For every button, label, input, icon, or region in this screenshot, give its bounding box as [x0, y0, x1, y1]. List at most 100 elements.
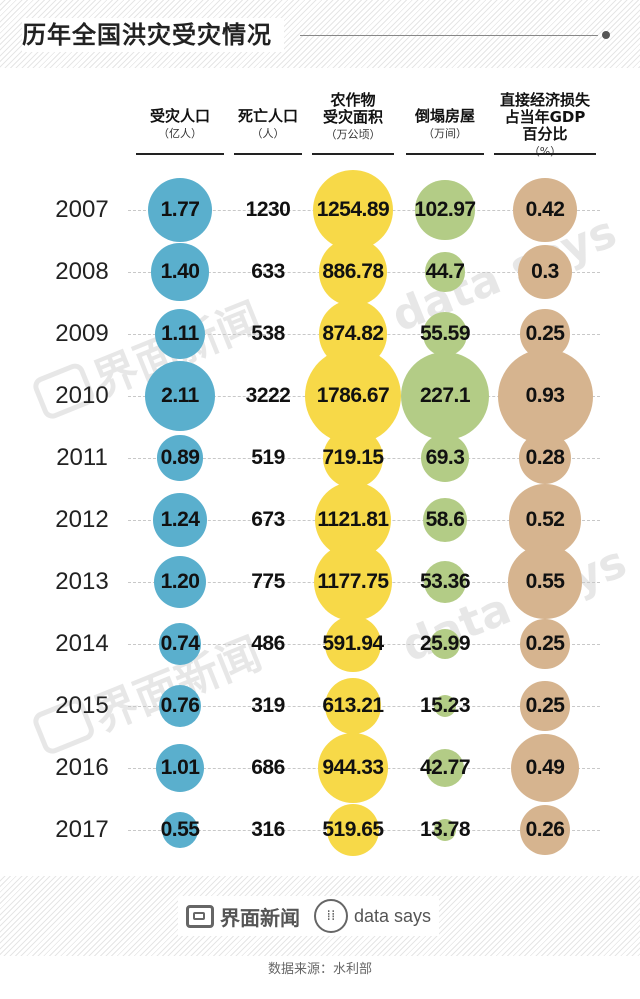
column-header-5: 直接经济损失 占当年GDP 百分比 （%） — [490, 92, 600, 160]
bubble-mark — [509, 484, 581, 556]
data-label: 102.97 — [414, 198, 476, 221]
bubble-mark — [422, 497, 468, 543]
page-title: 历年全国洪灾受灾情况 — [22, 18, 284, 52]
data-label: 44.7 — [425, 260, 465, 283]
data-label: 0.25 — [525, 322, 565, 345]
year-label: 2010 — [55, 382, 109, 409]
column-header-unit: （%） — [528, 145, 562, 158]
data-source: 数据来源：水利部 — [267, 962, 372, 977]
data-label: 1.40 — [160, 260, 200, 283]
bubble-mark — [157, 435, 203, 481]
bubble-mark — [508, 545, 582, 619]
bubble-mark — [319, 238, 387, 306]
bubble-mark — [324, 677, 382, 735]
data-label: 0.42 — [525, 198, 565, 221]
data-label: 3222 — [245, 384, 291, 407]
column-header-2: 死亡人口 （人） — [213, 108, 323, 142]
data-label: 13.78 — [419, 818, 471, 841]
brand-logo-icon — [186, 904, 214, 928]
column-header-3: 农作物 受灾面积 （万公顷） — [298, 92, 408, 143]
data-label: 519 — [251, 446, 285, 469]
bubble-mark — [415, 180, 475, 240]
bubble-mark — [433, 694, 457, 718]
data-label: 58.6 — [425, 508, 465, 531]
column-header-name: 直接经济损失 占当年GDP 百分比 — [499, 91, 590, 143]
bubble-mark — [401, 352, 489, 440]
column-header-name: 倒塌房屋 — [414, 107, 475, 125]
year-label: 2007 — [55, 196, 109, 223]
bubble-mark — [425, 252, 465, 292]
data-label: 0.76 — [160, 694, 200, 717]
data-label: 1.11 — [161, 322, 199, 345]
bubble-mark — [312, 169, 394, 251]
data-label: 519.65 — [322, 818, 384, 841]
data-label: 0.49 — [525, 756, 565, 779]
year-label: 2009 — [55, 320, 109, 347]
data-label: 486 — [251, 632, 285, 655]
bubble-mark — [497, 348, 593, 444]
column-header-rule — [312, 153, 394, 155]
bubble-mark — [322, 427, 384, 489]
year-label: 2013 — [55, 568, 109, 595]
data-label: 1.24 — [160, 508, 200, 531]
bubble-mark — [518, 245, 572, 299]
data-label: 69.3 — [425, 446, 465, 469]
bubble-mark — [520, 681, 570, 731]
column-header-4: 倒塌房屋 （万间） — [390, 108, 500, 142]
data-label: 15.23 — [419, 694, 471, 717]
data-label: 775 — [251, 570, 285, 593]
data-label: 55.59 — [419, 322, 471, 345]
data-label: 0.25 — [525, 632, 565, 655]
data-label: 1.77 — [160, 198, 200, 221]
data-label: 633 — [251, 260, 285, 283]
bubble-mark — [153, 555, 207, 609]
data-label: 1121.81 — [317, 508, 389, 531]
bubble-mark — [151, 243, 209, 301]
data-label: 1177.75 — [317, 570, 389, 593]
bubble-mark — [145, 361, 215, 431]
data-label: 538 — [251, 322, 285, 345]
column-header-unit: （人） — [251, 127, 285, 140]
data-label: 1.20 — [160, 570, 200, 593]
bubble-mark — [510, 733, 580, 803]
bubble-mark — [158, 684, 201, 727]
column-header-rule — [494, 153, 596, 155]
data-label: 0.93 — [525, 384, 565, 407]
data-label: 0.3 — [531, 260, 559, 283]
title-rule — [300, 35, 598, 36]
data-label: 1254.89 — [316, 198, 390, 221]
data-label: 0.74 — [160, 632, 200, 655]
data-label: 227.1 — [419, 384, 471, 407]
data-label: 316 — [251, 818, 285, 841]
bubble-mark — [430, 629, 460, 659]
bubble-mark — [423, 312, 467, 356]
data-label: 0.55 — [160, 818, 200, 841]
bubble-mark — [434, 819, 456, 841]
data-label: 1786.67 — [316, 384, 390, 407]
data-label: 0.89 — [160, 446, 200, 469]
year-label: 2016 — [55, 754, 109, 781]
footer-brand: 界面新闻 ⁞⁞ data says — [178, 896, 440, 936]
data-label: 874.82 — [322, 322, 384, 345]
data-label: 2.11 — [161, 384, 199, 407]
bubble-mark — [519, 804, 571, 856]
column-header-name: 农作物 受灾面积 — [322, 91, 383, 126]
data-label: 53.36 — [419, 570, 471, 593]
data-label: 944.33 — [322, 756, 384, 779]
data-label: 886.78 — [322, 260, 384, 283]
data-says-icon: ⁞⁞ — [314, 899, 348, 933]
data-label: 0.52 — [525, 508, 565, 531]
data-label: 673 — [251, 508, 285, 531]
data-label: 613.21 — [322, 694, 384, 717]
bubble-mark — [154, 308, 206, 360]
bubble-mark — [153, 493, 207, 547]
year-label: 2011 — [56, 444, 108, 471]
data-label: 0.28 — [525, 446, 565, 469]
bubble-mark — [155, 743, 205, 793]
column-header-rule — [406, 153, 484, 155]
year-label: 2014 — [55, 630, 109, 657]
data-label: 686 — [251, 756, 285, 779]
data-label: 0.26 — [525, 818, 565, 841]
column-header-1: 受灾人口 （亿人） — [125, 108, 235, 142]
column-header-unit: （万间） — [423, 127, 467, 140]
